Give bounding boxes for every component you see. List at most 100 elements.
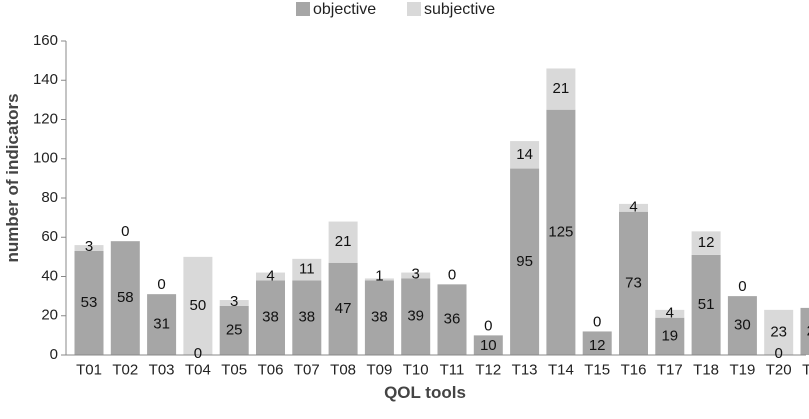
bar-objective-T16 <box>619 211 648 355</box>
data-label-objective-T21: 24 <box>807 322 809 339</box>
x-tick-label-T19: T19 <box>729 361 755 378</box>
legend-swatch-subjective <box>407 2 421 16</box>
y-tick-label: 0 <box>50 346 58 363</box>
data-label-subjective-T12: 0 <box>484 317 492 334</box>
y-tick-label: 120 <box>33 110 58 127</box>
data-label-objective-T12: 10 <box>480 337 497 354</box>
x-tick-label-T09: T09 <box>366 361 392 378</box>
y-tick-label: 40 <box>41 267 58 284</box>
bar-subjective-T01 <box>74 245 104 251</box>
data-label-objective-T06: 38 <box>262 309 279 326</box>
data-label-objective-T14: 125 <box>548 223 573 240</box>
bar-subjective-T20 <box>764 309 794 355</box>
bar-subjective-T06 <box>256 272 285 281</box>
bar-subjective-T07 <box>292 258 322 281</box>
x-tick-label-T04: T04 <box>185 361 211 378</box>
x-tick-label-T17: T17 <box>657 361 683 378</box>
data-label-objective-T03: 31 <box>153 316 170 333</box>
data-label-subjective-T13: 14 <box>516 146 533 163</box>
data-label-subjective-T02: 0 <box>121 223 129 240</box>
x-tick-label-T08: T08 <box>330 361 356 378</box>
data-label-subjective-T08: 21 <box>335 233 352 250</box>
legend-label-subjective: subjective <box>424 1 495 18</box>
x-tick-label-T21: T21 <box>802 361 809 378</box>
x-tick-label-T05: T05 <box>221 361 247 378</box>
bar-subjective-T13 <box>510 141 540 169</box>
y-axis-title: number of indicators <box>3 93 22 262</box>
x-tick-label-T13: T13 <box>512 361 538 378</box>
x-tick-label-T01: T01 <box>76 361 102 378</box>
data-label-subjective-T03: 0 <box>157 276 165 293</box>
y-axis: 0 20 40 60 80 100 120 140 160 <box>33 32 67 363</box>
data-label-subjective-T09: 1 <box>375 267 383 284</box>
data-label-subjective-T05: 3 <box>230 293 238 310</box>
data-label-subjective-T19: 0 <box>738 278 746 295</box>
data-label-objective-T11: 36 <box>444 311 461 328</box>
bar-objective-T08 <box>328 262 358 355</box>
data-label-subjective-T11: 0 <box>448 266 456 283</box>
x-tick-label-T02: T02 <box>112 361 138 378</box>
data-label-subjective-T07: 11 <box>299 261 315 278</box>
data-label-objective-T10: 39 <box>407 308 424 325</box>
bar-objective-T06 <box>256 280 285 355</box>
bar-objective-T07 <box>292 280 322 355</box>
data-label-subjective-T10: 3 <box>412 265 420 282</box>
x-axis-title: QOL tools <box>384 383 466 402</box>
y-tick-label: 20 <box>41 307 58 324</box>
x-tick-label-T18: T18 <box>693 361 719 378</box>
bar-objective-T11 <box>437 284 467 355</box>
x-axis: T01 T02 T03 T04 T05 T06 T07 T08 T09 T10 T11 T12 T13 T… <box>66 354 809 378</box>
data-label-objective-T05: 25 <box>226 321 243 338</box>
y-tick-label: 100 <box>33 150 58 167</box>
x-tick-label-T15: T15 <box>584 361 610 378</box>
data-label-objective-T20: 0 <box>775 345 783 362</box>
bar-subjective-T04 <box>183 256 213 355</box>
x-tick-label-T20: T20 <box>766 361 792 378</box>
data-label-objective-T15: 12 <box>589 337 606 354</box>
x-tick-label-T16: T16 <box>621 361 647 378</box>
data-label-objective-T04: 0 <box>194 345 202 362</box>
bar-objective-T14 <box>546 109 576 355</box>
bar-objective-T09 <box>364 280 394 355</box>
y-tick-label: 80 <box>41 189 58 206</box>
bar-objective-T21 <box>800 307 809 355</box>
x-tick-label-T12: T12 <box>475 361 501 378</box>
data-label-subjective-T20: 23 <box>770 323 787 340</box>
x-tick-label-T14: T14 <box>548 361 574 378</box>
data-label-objective-T18: 51 <box>698 296 715 313</box>
bar-subjective-T18 <box>691 231 721 255</box>
y-tick-label: 160 <box>33 32 58 49</box>
data-label-subjective-T16: 4 <box>629 199 637 216</box>
bar-subjective-T17 <box>655 309 685 318</box>
data-label-objective-T08: 47 <box>335 300 352 317</box>
bar-objective-T12 <box>473 335 503 355</box>
data-label-objective-T02: 58 <box>117 289 134 306</box>
x-tick-label-T10: T10 <box>403 361 429 378</box>
y-tick-label: 60 <box>41 228 58 245</box>
bar-objective-T19 <box>727 296 757 355</box>
data-label-subjective-T14: 21 <box>553 80 570 97</box>
data-label-subjective-T18: 12 <box>698 234 715 251</box>
data-labels-group: 53 3 58 0 31 0 0 50 25 3 38 4 38 11 47 21 38 1 39 3 36 0 10 0 95… <box>81 80 809 362</box>
data-label-objective-T07: 38 <box>298 309 315 326</box>
bar-subjective-T14 <box>546 68 576 110</box>
data-label-objective-T13: 95 <box>516 253 533 270</box>
bar-objective-T13 <box>510 168 540 355</box>
bar-subjective-T08 <box>328 221 358 263</box>
bar-objective-T15 <box>582 331 612 355</box>
legend-swatch-objective <box>296 2 310 16</box>
x-tick-label-T06: T06 <box>258 361 284 378</box>
data-label-objective-T16: 73 <box>625 274 642 291</box>
bar-subjective-T10 <box>401 272 431 279</box>
bar-objective-T17 <box>655 317 685 355</box>
data-label-objective-T17: 19 <box>661 327 678 344</box>
bar-subjective-T16 <box>619 203 648 212</box>
bar-subjective-T09 <box>364 278 394 281</box>
y-tick-label: 140 <box>33 71 58 88</box>
bar-objective-T18 <box>691 254 721 355</box>
data-label-objective-T19: 30 <box>734 317 751 334</box>
data-label-objective-T09: 38 <box>371 309 388 326</box>
x-tick-label-T03: T03 <box>149 361 175 378</box>
